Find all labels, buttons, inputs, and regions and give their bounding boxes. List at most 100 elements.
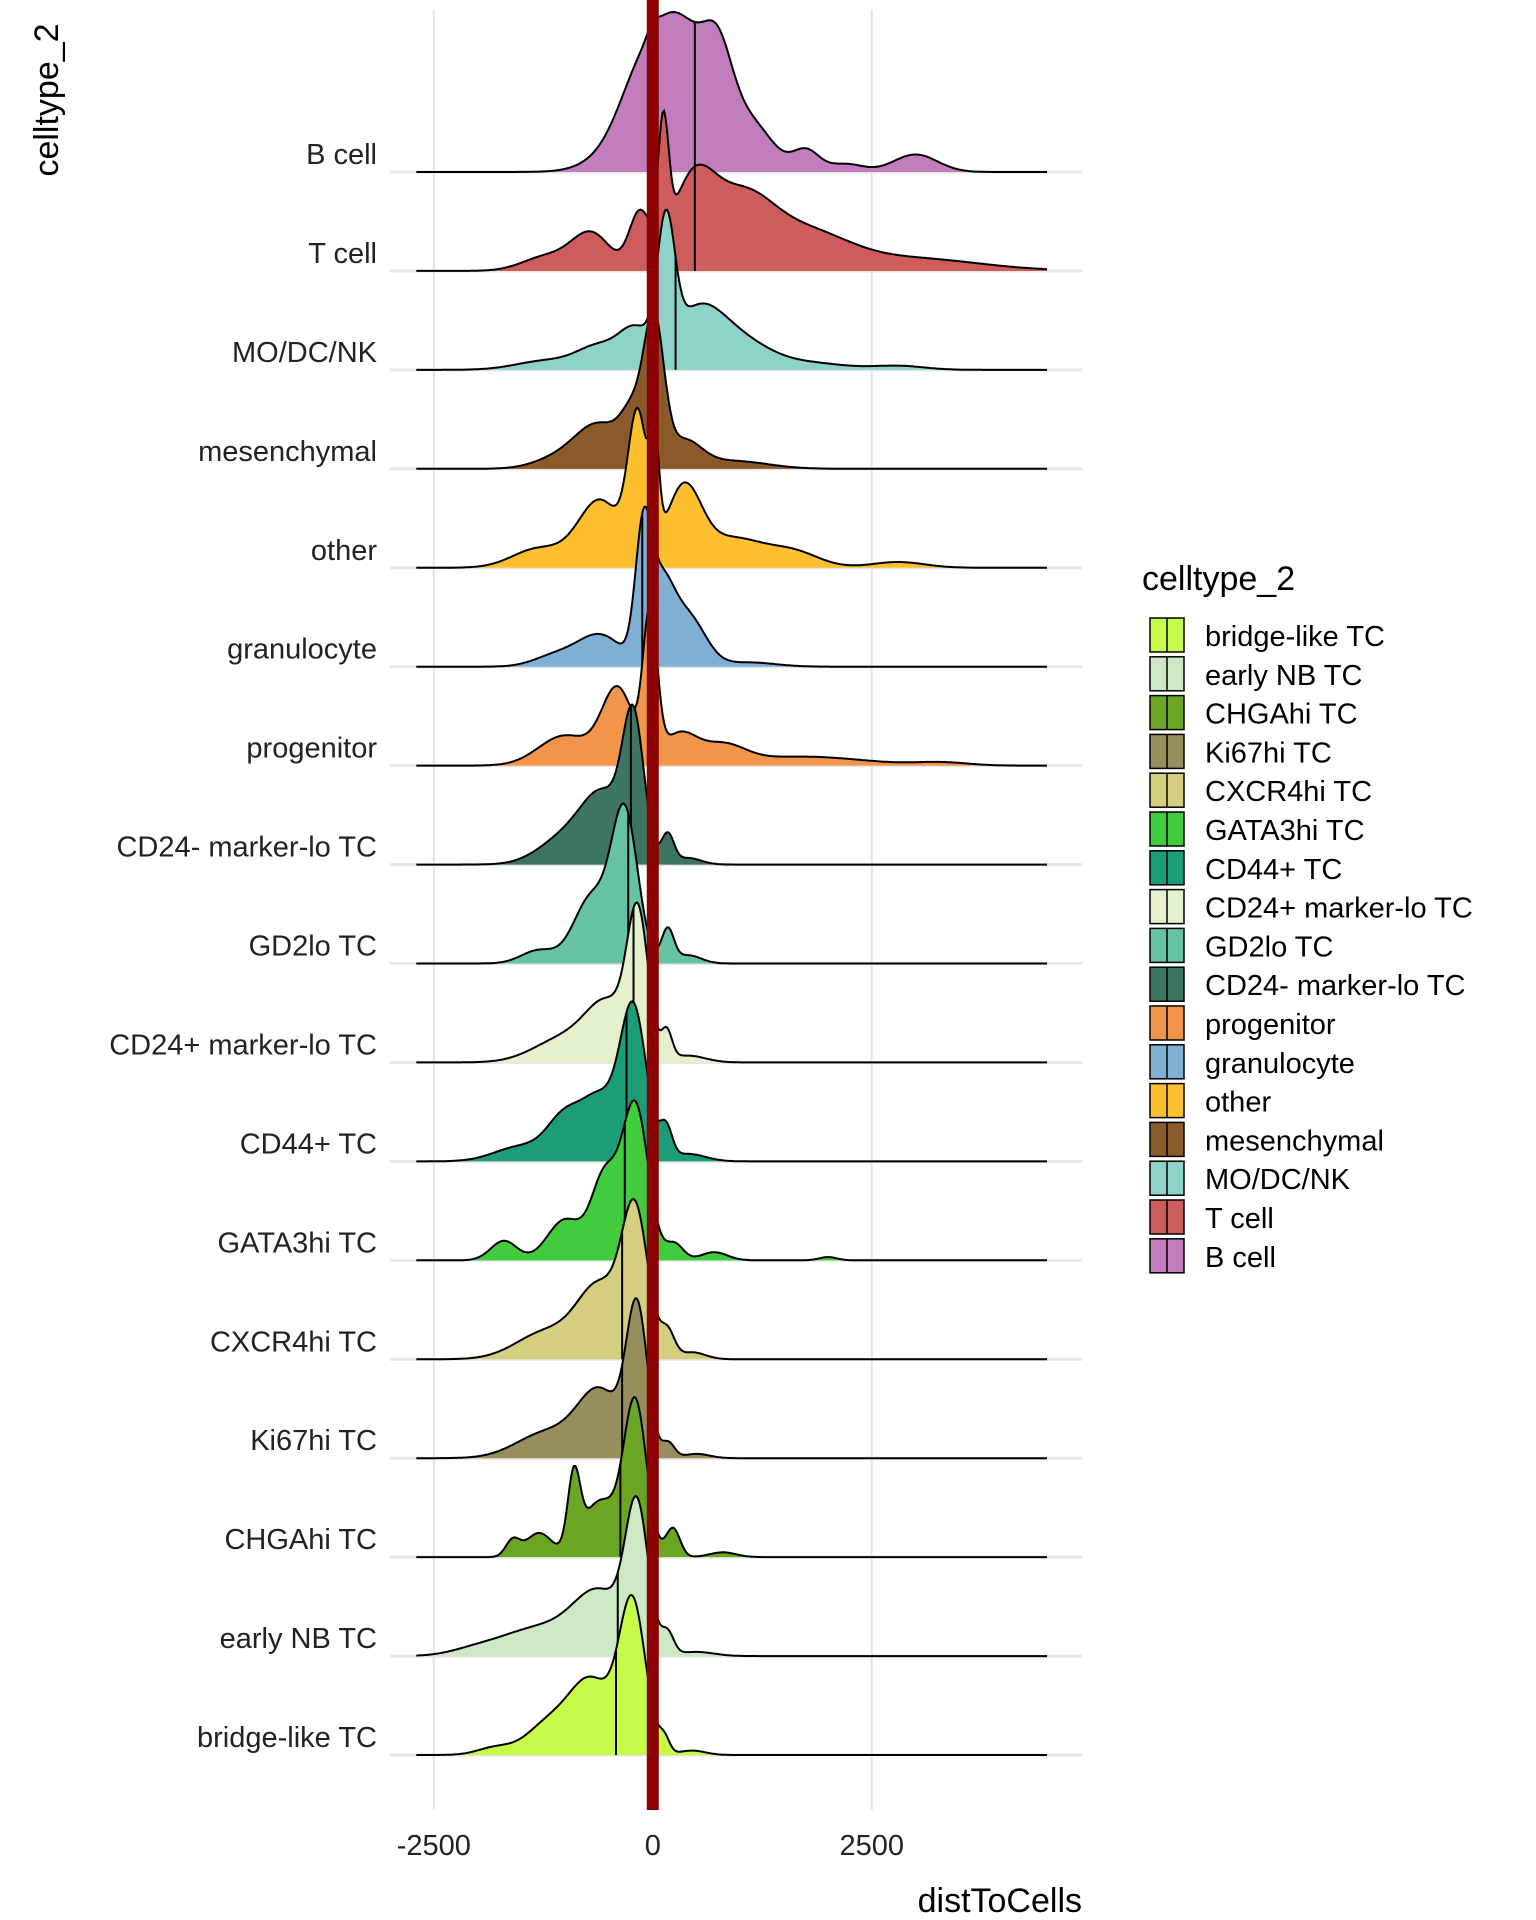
legend-label: mesenchymal: [1205, 1125, 1384, 1157]
ridge-fill: [416, 407, 1047, 568]
y-tick-label: B cell: [306, 139, 377, 171]
ridge-granulocyte: [416, 505, 1047, 668]
legend-label: T cell: [1205, 1203, 1274, 1235]
ridge-outline: [416, 1494, 1047, 1658]
ridge-outline: [416, 802, 1047, 965]
legend-label: early NB TC: [1205, 660, 1362, 692]
ridge-fill: [416, 1496, 1047, 1657]
legend-label: Ki67hi TC: [1205, 737, 1332, 769]
legend-item-mesenchymal: mesenchymal: [1149, 1121, 1384, 1157]
ridge-outline: [416, 1000, 1047, 1163]
y-tick-label: other: [311, 535, 377, 567]
ridge-gd2lo-tc: [416, 802, 1047, 965]
ridge-cd24-marker-lo-tc: [416, 901, 1047, 1064]
ridge-early-nb-tc: [416, 1494, 1047, 1658]
ridge-mo-dc-nk: [416, 208, 1047, 371]
legend-item-cxcr4hi-tc: CXCR4hi TC: [1149, 772, 1372, 808]
legend-item-gata3hi-tc: GATA3hi TC: [1149, 811, 1365, 847]
ridge-outline: [416, 1593, 1047, 1756]
legend-item-gd2lo-tc: GD2lo TC: [1149, 927, 1333, 963]
ridge-fill: [416, 1595, 1047, 1755]
grid: [390, 10, 1082, 1810]
ridge-fill: [416, 1001, 1047, 1162]
y-tick-label: bridge-like TC: [197, 1722, 377, 1754]
y-tick-label: progenitor: [246, 733, 377, 765]
legend-label: GD2lo TC: [1205, 931, 1333, 963]
ridge-fill: [416, 209, 1047, 370]
ridge-fill: [416, 1100, 1047, 1261]
legend-label: granulocyte: [1205, 1048, 1355, 1080]
legend-item-progenitor: progenitor: [1149, 1005, 1336, 1041]
legend-label: CHGAhi TC: [1205, 699, 1358, 731]
legend-item-early-nb-tc: early NB TC: [1149, 656, 1362, 692]
ridge-outline: [416, 1395, 1047, 1559]
legend-title: celltype_2: [1142, 560, 1295, 598]
legend-label: GATA3hi TC: [1205, 815, 1365, 847]
ridge-fill: [416, 12, 1047, 172]
ridge-fill: [416, 1298, 1047, 1459]
ridges: [416, 10, 1048, 1756]
legend-label: other: [1205, 1087, 1271, 1119]
ridge-outline: [416, 1099, 1047, 1262]
ridge-outline: [416, 406, 1047, 569]
ridge-outline: [416, 505, 1047, 668]
ridge-fill: [416, 704, 1047, 865]
y-tick-label: mesenchymal: [198, 436, 377, 468]
legend-label: CD24- marker-lo TC: [1205, 970, 1466, 1002]
legend-label: B cell: [1205, 1242, 1276, 1274]
y-tick-label: granulocyte: [227, 634, 377, 666]
ridge-cd44-tc: [416, 1000, 1047, 1163]
x-tick-labels: -2500 0 2500: [397, 1830, 904, 1862]
ridge-fill: [416, 605, 1047, 766]
legend-label: MO/DC/NK: [1205, 1164, 1351, 1196]
legend-label: bridge-like TC: [1205, 621, 1385, 653]
legend-label: CD44+ TC: [1205, 854, 1342, 886]
legend-label: progenitor: [1205, 1009, 1336, 1041]
y-tick-label: CHGAhi TC: [224, 1524, 377, 1556]
ridge-outline: [416, 901, 1047, 1064]
y-tick-label: CXCR4hi TC: [210, 1326, 377, 1358]
legend-item-granulocyte: granulocyte: [1149, 1044, 1355, 1080]
legend-item-chgahi-tc: CHGAhi TC: [1149, 694, 1358, 731]
ridge-progenitor: [416, 604, 1047, 767]
ridge-b-cell: [416, 10, 1047, 173]
y-tick-labels: B cell T cell MO/DC/NK mesenchymal other gran…: [109, 139, 377, 1754]
y-tick-label: CD24+ marker-lo TC: [109, 1029, 377, 1061]
ridge-outline: [416, 703, 1047, 866]
y-tick-label: CD44+ TC: [240, 1128, 377, 1160]
ridge-cd24-marker-lo-tc: [416, 703, 1047, 866]
ridge-t-cell: [416, 108, 1048, 272]
legend-label: CD24+ marker-lo TC: [1205, 893, 1473, 925]
legend-item-other: other: [1149, 1082, 1271, 1119]
ridge-bridge-like-tc: [416, 1593, 1047, 1756]
ridge-outline: [416, 1297, 1047, 1460]
y-tick-label: early NB TC: [220, 1623, 377, 1655]
legend-item-b-cell: B cell: [1149, 1238, 1276, 1274]
legend-label: CXCR4hi TC: [1205, 776, 1372, 808]
legend-item-cd24-marker-lo-tc: CD24- marker-lo TC: [1149, 966, 1466, 1002]
x-tick-label: 0: [645, 1830, 661, 1862]
ridge-outline: [416, 10, 1047, 173]
ridge-outline: [416, 1198, 1047, 1361]
ridge-chgahi-tc: [416, 1395, 1047, 1559]
ridge-outline: [416, 208, 1047, 371]
y-tick-label: MO/DC/NK: [232, 337, 378, 369]
legend-item-bridge-like-tc: bridge-like TC: [1149, 617, 1385, 653]
y-tick-label: GATA3hi TC: [217, 1227, 377, 1259]
y-tick-label: GD2lo TC: [249, 931, 377, 963]
legend: bridge-like TC early NB TC CHGAhi TC Ki67hi…: [1149, 617, 1473, 1274]
legend-item-t-cell: T cell: [1149, 1199, 1274, 1235]
x-tick-label: 2500: [840, 1830, 905, 1862]
ridge-fill: [416, 1397, 1047, 1558]
ridge-outline: [416, 108, 1048, 272]
legend-item-ki67hi-tc: Ki67hi TC: [1149, 733, 1332, 769]
ridge-gata3hi-tc: [416, 1099, 1047, 1262]
ridge-fill: [416, 902, 1047, 1063]
legend-item-cd24-marker-lo-tc: CD24+ marker-lo TC: [1149, 888, 1473, 925]
y-axis-title: celltype_2: [28, 23, 66, 176]
ridge-ki67hi-tc: [416, 1297, 1047, 1460]
x-axis-title: distToCells: [918, 1882, 1082, 1920]
y-tick-label: T cell: [308, 238, 377, 270]
x-tick-label: -2500: [397, 1830, 471, 1862]
